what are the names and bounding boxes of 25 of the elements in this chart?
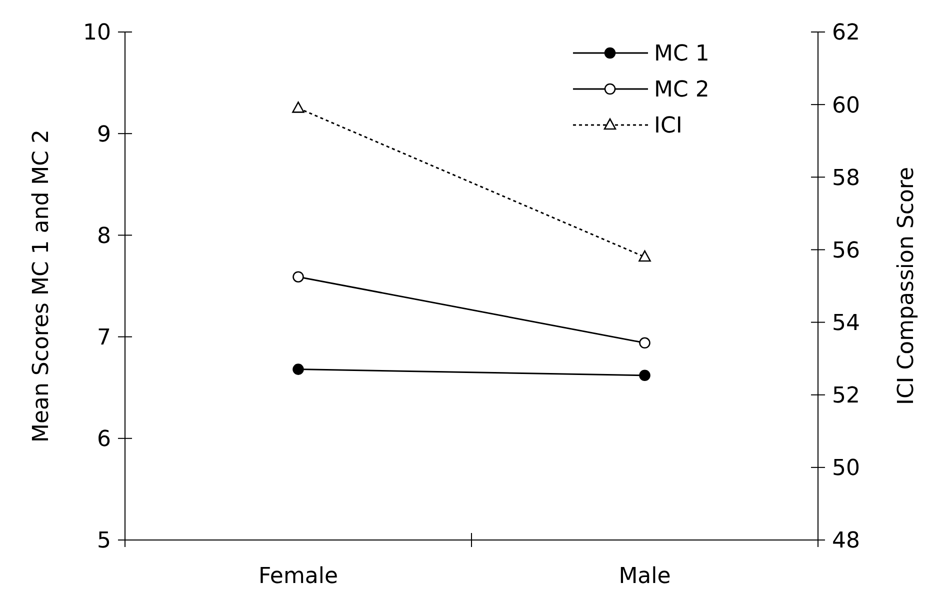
y-tick-label: 10 [83,20,111,46]
y2-tick-label: 52 [832,384,860,409]
y-tick-label: 9 [97,122,111,148]
point [292,271,304,283]
y2-tick-label: 62 [832,20,860,46]
legend-label: MC 2 [654,78,710,103]
x-tick-label: Male [618,564,671,589]
point [639,337,650,349]
y2-tick-label: 54 [832,310,860,336]
legend-label: ICI [654,114,682,139]
y2-tick-label: 50 [832,456,860,482]
y2-axis-title: ICI Compassion Score [894,166,919,406]
point [639,370,650,382]
y2-tick-label: 58 [832,166,860,191]
y2-tick-label: 48 [832,528,860,554]
point [292,364,304,375]
y2-tick-label: 60 [832,93,860,118]
y-tick-label: 5 [97,528,111,554]
y-tick-label: 6 [97,427,111,452]
x-tick-label: Female [258,564,338,589]
y-axis-title: Mean Scores MC 1 and MC 2 [29,129,54,443]
y2-tick-label: 56 [832,238,860,264]
y-tick-label: 8 [97,224,111,249]
y-tick-label: 7 [97,326,111,350]
legend-label: MC 1 [654,42,710,67]
